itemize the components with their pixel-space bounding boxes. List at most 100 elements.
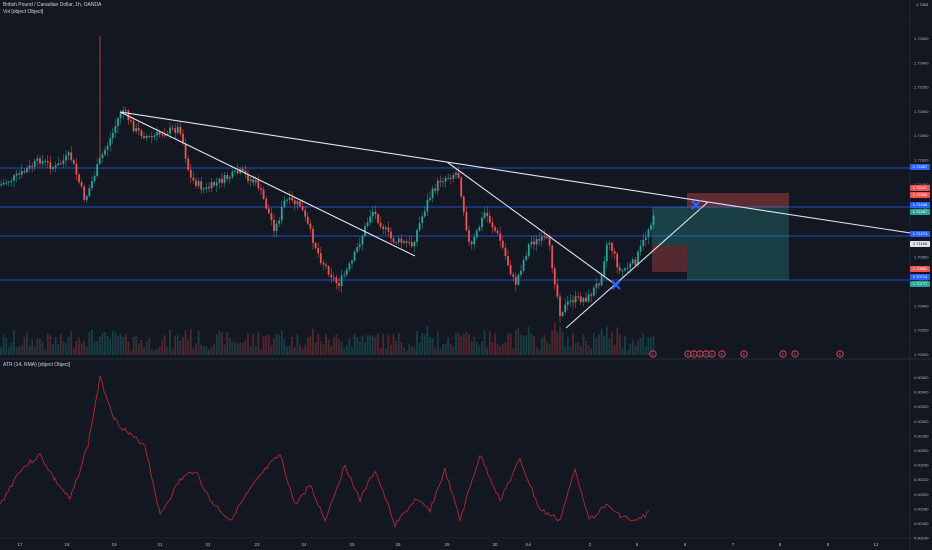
volume-bar	[117, 335, 119, 355]
volume-bar	[600, 328, 603, 355]
candle	[221, 173, 223, 188]
candle	[572, 294, 574, 309]
atr-axis-label: 0.00220	[914, 477, 929, 482]
candle	[579, 292, 582, 306]
earnings-event-icon[interactable]: E	[696, 350, 704, 358]
volume-bar	[153, 350, 156, 355]
candle	[10, 178, 13, 187]
candle	[566, 295, 569, 311]
time-axis-label: 30	[492, 542, 498, 547]
candle	[83, 184, 86, 202]
atr-axis[interactable]: 0.00360 0.00340 0.00320 0.00300 0.00280 0.002…	[914, 375, 929, 541]
candle	[161, 130, 164, 138]
earnings-event-icon[interactable]: E	[684, 350, 692, 358]
candle	[647, 227, 650, 245]
volume-bar	[434, 347, 437, 355]
candle	[481, 211, 483, 231]
volume-bar	[70, 331, 73, 355]
earnings-event-icon[interactable]: E	[702, 350, 710, 358]
candle	[384, 225, 387, 235]
volume-bar	[431, 338, 434, 355]
time-axis-label: 18	[64, 542, 70, 547]
earnings-event-icon[interactable]: E	[708, 350, 716, 358]
volume-bar	[184, 330, 187, 355]
candle	[195, 177, 197, 189]
volume-bar	[361, 335, 364, 355]
volume-bar	[283, 338, 286, 355]
long-position-tool[interactable]	[652, 193, 789, 280]
candle	[379, 215, 382, 230]
candle	[176, 122, 179, 135]
candle	[348, 261, 351, 273]
candle	[642, 233, 645, 251]
volume-bar	[96, 341, 99, 355]
earnings-event-icon[interactable]: E	[649, 350, 657, 358]
candle	[280, 201, 283, 225]
candle	[59, 159, 62, 166]
volume-indicator-label[interactable]: Vol [object Object]	[3, 9, 44, 15]
candle	[18, 169, 21, 180]
time-axis[interactable]: 17 18 19 21 22 23 24 25 28 29 30 Jul 2 5 6 7 8 9 12	[17, 542, 879, 547]
price-axis-label: 1.71400	[914, 182, 929, 187]
candle	[262, 187, 265, 201]
volume-bar	[41, 341, 44, 355]
volume-bar	[605, 325, 608, 355]
volume-bar	[527, 327, 530, 355]
volume-bar	[520, 334, 522, 355]
candle	[356, 243, 359, 254]
volume-bar	[395, 340, 398, 355]
volume-bar	[91, 329, 93, 355]
volume-bar	[509, 333, 512, 355]
volume-bar	[533, 336, 535, 355]
volume-bar	[62, 340, 65, 355]
candle	[392, 236, 395, 245]
time-axis-label: 6	[684, 542, 687, 547]
price-tag-level: 1.70712	[910, 274, 930, 280]
volume-bar	[548, 344, 551, 355]
candle	[410, 235, 413, 249]
atr-axis-label: 0.00140	[914, 536, 929, 541]
earnings-event-icon[interactable]: E	[740, 350, 748, 358]
volume-bar	[293, 347, 296, 355]
candle	[179, 122, 182, 137]
candle	[143, 131, 145, 140]
volume-bar	[158, 346, 161, 355]
earnings-event-icon[interactable]: E	[779, 350, 787, 358]
candle	[353, 249, 356, 263]
price-axis-top-label: 1.7302	[916, 2, 929, 7]
volume-bar	[540, 337, 543, 355]
atr-indicator-label[interactable]: ATR (14, RMA) [object Object]	[3, 362, 71, 368]
volume-bar	[327, 339, 330, 355]
candle	[267, 204, 270, 215]
volume-bar	[72, 348, 75, 355]
candle	[374, 205, 377, 220]
x-marker[interactable]	[611, 280, 621, 290]
price-tag-level: 1.71274	[910, 231, 930, 237]
volume-bar	[416, 331, 418, 355]
atr-line[interactable]	[0, 375, 650, 529]
price-tag-stop: 1.70962	[910, 266, 930, 272]
earnings-event-icon[interactable]: E	[791, 350, 799, 358]
x-marker[interactable]	[691, 200, 701, 210]
candle	[488, 210, 491, 225]
candle	[325, 261, 327, 269]
volume-bar	[262, 336, 265, 355]
earnings-event-icon[interactable]: E	[836, 350, 844, 358]
volume-bar	[20, 344, 23, 355]
volume-bar	[577, 342, 580, 355]
volume-bar	[631, 339, 634, 355]
earnings-event-icon[interactable]: E	[690, 350, 698, 358]
volume-bar	[530, 333, 533, 355]
volume-bar	[200, 344, 203, 355]
volume-bar	[195, 343, 197, 355]
candle	[270, 207, 273, 226]
volume-bar	[36, 338, 39, 355]
trendlines[interactable]	[119, 111, 931, 329]
volume-bar	[192, 348, 195, 355]
earnings-event-icon[interactable]: E	[718, 350, 726, 358]
symbol-title[interactable]: British Pound / Canadian Dollar, 1h, OAN…	[3, 2, 102, 8]
candle	[213, 180, 216, 188]
volume-bar	[215, 333, 218, 355]
